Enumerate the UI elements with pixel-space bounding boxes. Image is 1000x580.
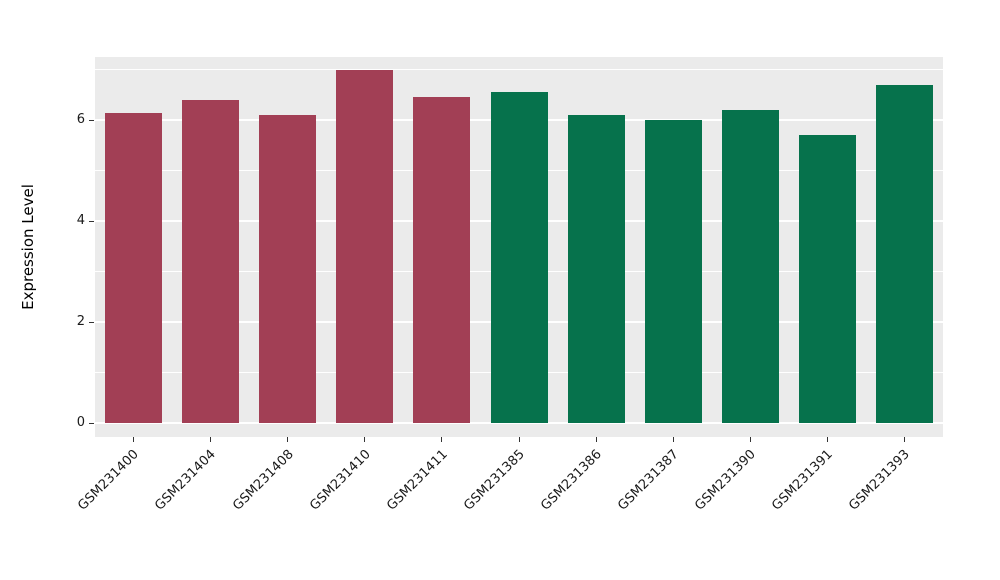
y-axis-label: Expression Level bbox=[19, 184, 37, 310]
bar bbox=[413, 97, 471, 423]
x-tick-mark bbox=[287, 437, 289, 442]
x-tick-mark bbox=[903, 437, 905, 442]
y-tick-mark bbox=[89, 422, 94, 424]
x-tick-label: GSM231400 bbox=[75, 447, 143, 514]
y-tick-label: 2 bbox=[76, 314, 85, 330]
bar bbox=[644, 120, 702, 423]
x-tick-label: GSM231404 bbox=[152, 447, 220, 514]
x-tick-label: GSM231411 bbox=[383, 447, 451, 514]
y-tick-label: 6 bbox=[76, 112, 85, 128]
x-tick-label: GSM231393 bbox=[846, 447, 914, 514]
x-tick-label: GSM231387 bbox=[615, 447, 682, 514]
x-tick-mark bbox=[210, 437, 212, 442]
x-tick-mark bbox=[518, 437, 520, 442]
y-tick-label: 0 bbox=[76, 415, 85, 430]
plot-panel bbox=[95, 57, 943, 437]
major-gridline bbox=[95, 422, 943, 424]
bar bbox=[105, 112, 163, 423]
x-tick-label: GSM231386 bbox=[538, 447, 605, 514]
bar bbox=[336, 69, 394, 423]
x-tick-mark bbox=[672, 437, 674, 442]
bar bbox=[259, 115, 317, 423]
bar bbox=[182, 99, 240, 423]
x-tick-mark bbox=[749, 437, 751, 442]
x-tick-label: GSM231410 bbox=[306, 447, 374, 514]
x-tick-mark bbox=[364, 437, 366, 442]
bar bbox=[567, 115, 625, 423]
x-tick-mark bbox=[595, 437, 597, 442]
y-tick-mark bbox=[89, 220, 94, 222]
y-tick-mark bbox=[89, 119, 94, 121]
minor-gridline bbox=[95, 69, 943, 71]
bar bbox=[798, 135, 856, 423]
x-tick-label: GSM231391 bbox=[769, 447, 836, 514]
x-tick-mark bbox=[441, 437, 443, 442]
y-tick-mark bbox=[89, 321, 94, 323]
x-tick-label: GSM231408 bbox=[229, 447, 297, 514]
x-tick-mark bbox=[133, 437, 135, 442]
bar bbox=[490, 92, 548, 423]
x-tick-label: GSM231385 bbox=[461, 447, 528, 514]
x-tick-label: GSM231390 bbox=[692, 447, 759, 514]
y-tick-label: 4 bbox=[76, 213, 85, 229]
bar bbox=[875, 84, 933, 423]
x-tick-mark bbox=[826, 437, 828, 442]
bar bbox=[721, 110, 779, 423]
